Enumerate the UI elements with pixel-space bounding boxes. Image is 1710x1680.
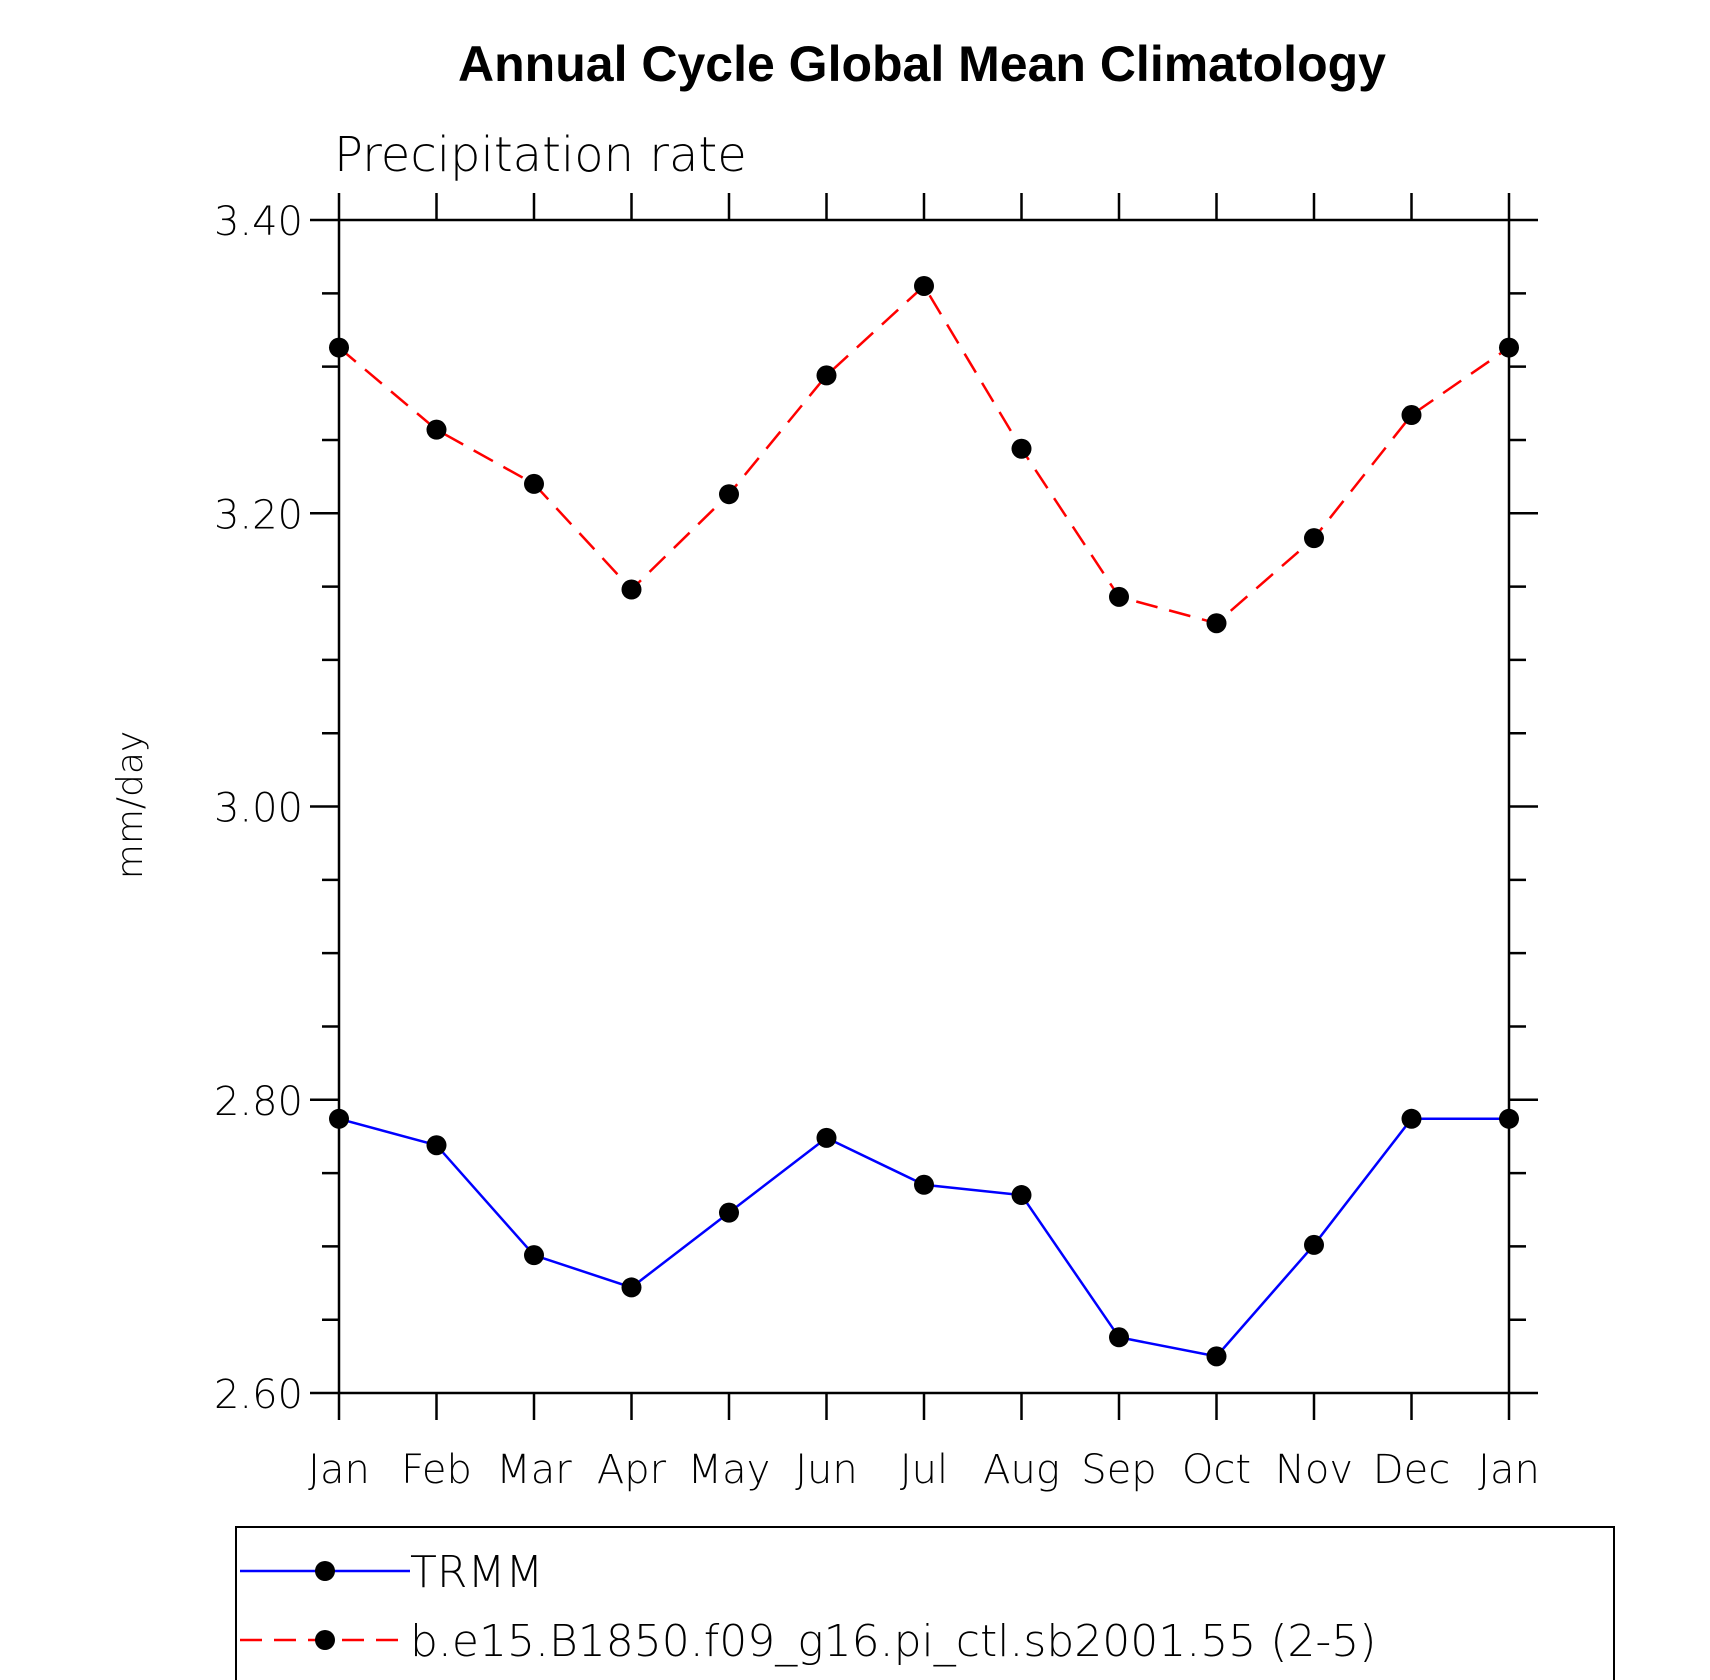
- y-tick-label: 3.20: [214, 492, 303, 538]
- chart-title: Annual Cycle Global Mean Climatology: [458, 36, 1386, 92]
- y-tick-label: 3.00: [214, 786, 303, 832]
- data-point: [1109, 586, 1129, 607]
- x-tick-label: May: [688, 1447, 771, 1493]
- legend-marker-trmm: [315, 1561, 335, 1581]
- data-point: [1109, 1327, 1129, 1348]
- x-tick-labels: Jan Feb Mar Apr May Jun Jul Aug Sep Oct Nov Dec Jan: [308, 1447, 1540, 1493]
- data-point: [329, 1108, 349, 1129]
- x-tick-label: Oct: [1182, 1447, 1251, 1493]
- y-axis-label: mm/day: [110, 731, 151, 879]
- data-point: [426, 1135, 447, 1156]
- data-point: [1011, 438, 1032, 459]
- chart-subtitle: Precipitation rate: [334, 127, 747, 183]
- series-0: [329, 1108, 1519, 1367]
- x-tick-label: Jan: [1478, 1447, 1540, 1493]
- legend-label-trmm: TRMM: [410, 1547, 543, 1598]
- legend: TRMM b.e15.B1850.f09_g16.pi_ctl.sb2001.5…: [235, 1526, 1615, 1680]
- data-point: [1304, 1234, 1324, 1255]
- legend-marker-model: [315, 1630, 335, 1650]
- x-tick-label: Feb: [401, 1447, 472, 1493]
- data-point: [1011, 1185, 1032, 1206]
- y-tick-label: 2.80: [214, 1079, 303, 1125]
- x-tick-label: Mar: [496, 1447, 572, 1493]
- data-point: [426, 419, 447, 440]
- x-tick-label: Sep: [1081, 1447, 1156, 1493]
- data-point: [621, 579, 642, 600]
- data-point: [719, 484, 739, 505]
- x-tick-label: Dec: [1373, 1447, 1450, 1493]
- data-point: [621, 1277, 642, 1298]
- data-point: [1499, 337, 1519, 358]
- data-point: [1206, 1346, 1227, 1367]
- y-tick-label: 3.40: [214, 199, 303, 245]
- axis-ticks: [310, 193, 1538, 1420]
- data-point: [329, 337, 349, 358]
- data-point: [1499, 1108, 1519, 1129]
- series-layer: [329, 275, 1519, 1367]
- data-point: [914, 1174, 934, 1195]
- x-tick-label: Apr: [597, 1447, 667, 1493]
- plot-frame: [337, 218, 1511, 1395]
- x-tick-label: Jan: [308, 1447, 370, 1493]
- x-tick-label: Jul: [900, 1447, 948, 1493]
- data-point: [1401, 1108, 1422, 1129]
- data-point: [524, 1245, 544, 1266]
- x-tick-label: Nov: [1275, 1447, 1353, 1493]
- data-point: [914, 275, 934, 296]
- series-1: [329, 275, 1519, 634]
- data-point: [816, 365, 837, 386]
- x-tick-label: Aug: [983, 1447, 1060, 1493]
- y-tick-label: 2.60: [214, 1372, 303, 1418]
- data-point: [719, 1202, 739, 1223]
- series-line: [338, 1117, 1509, 1358]
- series-line: [338, 284, 1510, 625]
- x-tick-label: Jun: [795, 1447, 858, 1493]
- data-point: [524, 473, 544, 494]
- data-point: [1401, 405, 1422, 426]
- y-tick-labels: 2.60 2.80 3.00 3.20 3.40: [214, 199, 303, 1418]
- legend-box: [235, 1526, 1615, 1680]
- legend-label-model: b.e15.B1850.f09_g16.pi_ctl.sb2001.55 (2-…: [410, 1616, 1376, 1667]
- data-point: [1304, 528, 1324, 549]
- data-point: [1206, 613, 1227, 634]
- data-point: [816, 1127, 837, 1148]
